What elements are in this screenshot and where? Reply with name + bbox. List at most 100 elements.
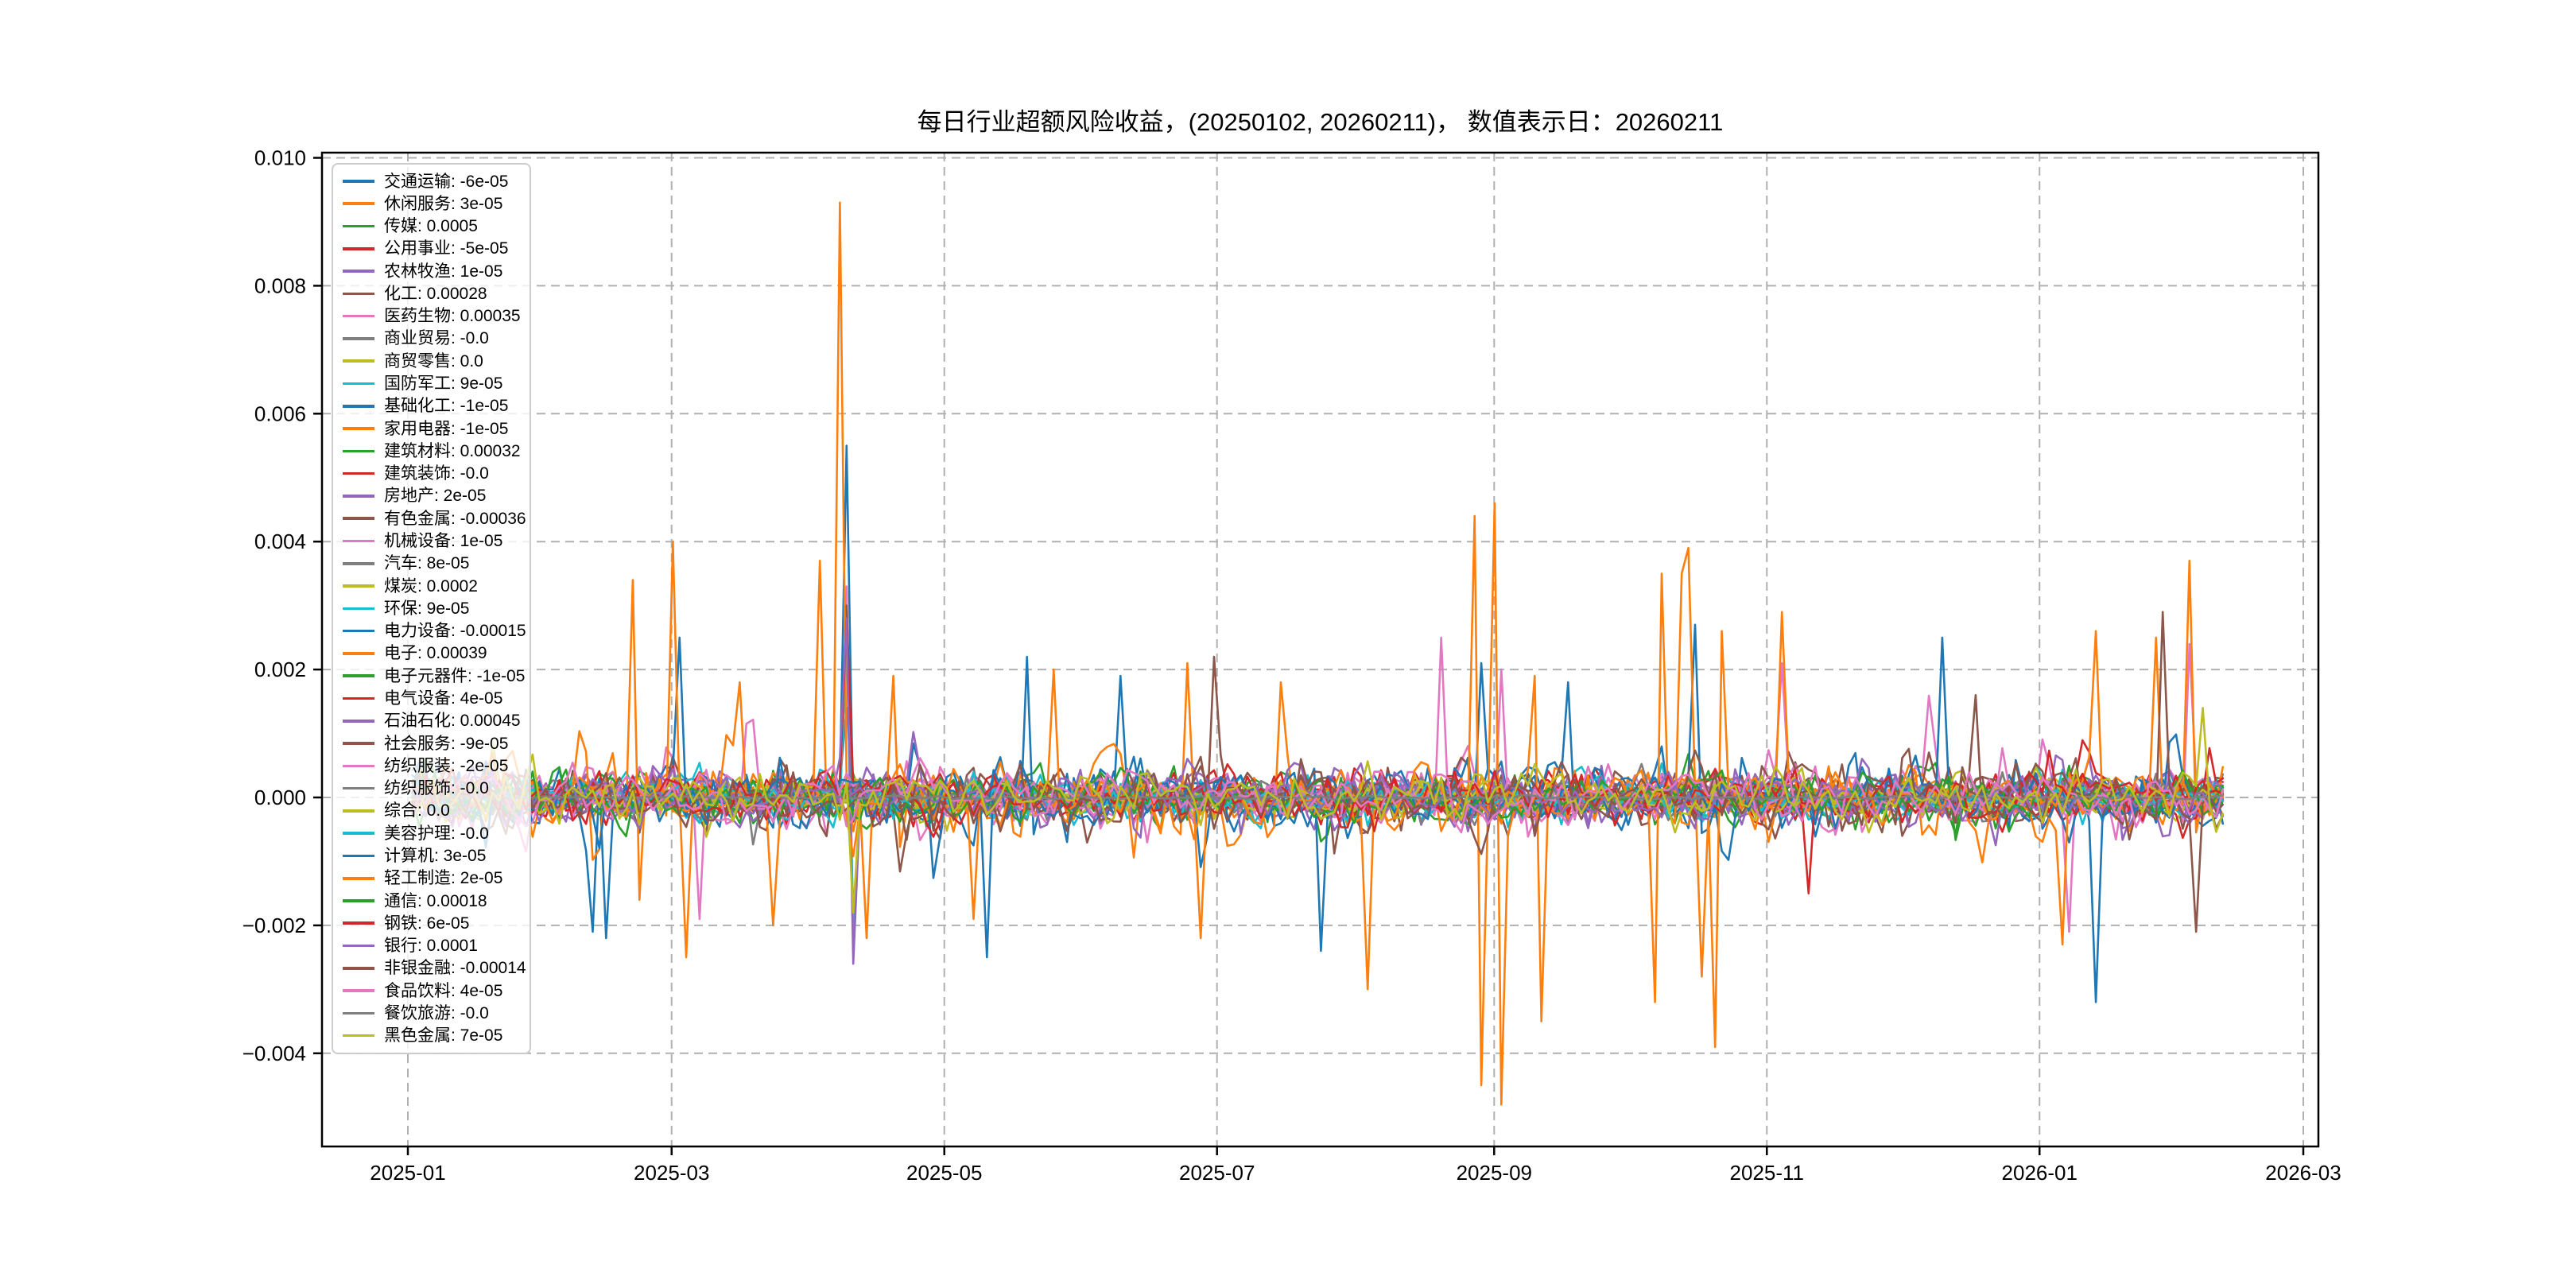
- legend-label: 煤炭: 0.0002: [384, 576, 478, 596]
- legend-line-swatch: [343, 629, 374, 633]
- x-tick-label: 2025-07: [1179, 1161, 1255, 1185]
- legend-item: 计算机: 3e-05: [343, 846, 526, 865]
- legend-label: 传媒: 0.0005: [384, 217, 478, 236]
- legend-item: 轻工制造: 2e-05: [343, 869, 526, 888]
- legend-line-swatch: [343, 561, 374, 565]
- legend-label: 纺织服装: -2e-05: [384, 756, 509, 775]
- legend-line-swatch: [343, 742, 374, 745]
- series-line-20: [411, 444, 2225, 1003]
- legend-line-swatch: [343, 854, 374, 858]
- y-tick-label: 0.006: [254, 402, 306, 425]
- legend-label: 社会服务: -9e-05: [384, 734, 509, 753]
- legend-item: 机械设备: 1e-05: [343, 532, 526, 551]
- legend-line-swatch: [343, 584, 374, 588]
- legend-item: 电子: 0.00039: [343, 644, 526, 663]
- legend-box: 交通运输: -6e-05 休闲服务: 3e-05 传媒: 0.0005 公用事业: -…: [332, 163, 531, 1054]
- y-tick-label: 0.008: [254, 274, 306, 297]
- legend-label: 农林牧渔: 1e-05: [384, 262, 503, 281]
- legend-line-swatch: [343, 809, 374, 813]
- legend-label: 公用事业: -5e-05: [384, 239, 509, 258]
- legend-item: 传媒: 0.0005: [343, 217, 526, 236]
- legend-item: 建筑装饰: -0.0: [343, 464, 526, 483]
- legend-item: 房地产: 2e-05: [343, 487, 526, 506]
- legend-line-swatch: [343, 786, 374, 790]
- legend-line-swatch: [343, 224, 374, 228]
- legend-line-swatch: [343, 652, 374, 655]
- legend-label: 交通运输: -6e-05: [384, 172, 509, 191]
- legend-item: 电力设备: -0.00015: [343, 622, 526, 641]
- legend-line-swatch: [343, 719, 374, 723]
- y-tick-label: 0.000: [254, 786, 306, 809]
- legend-item: 休闲服务: 3e-05: [343, 194, 526, 213]
- legend-item: 食品饮料: 4e-05: [343, 981, 526, 1000]
- legend-line-swatch: [343, 180, 374, 183]
- legend-line-swatch: [343, 944, 374, 948]
- legend-label: 房地产: 2e-05: [384, 487, 487, 506]
- legend-item: 国防军工: 9e-05: [343, 374, 526, 394]
- legend-label: 黑色金属: 7e-05: [384, 1026, 503, 1046]
- legend-line-swatch: [343, 899, 374, 902]
- legend-label: 综合: 0.0: [384, 801, 450, 821]
- legend-item: 交通运输: -6e-05: [343, 172, 526, 191]
- legend-label: 电力设备: -0.00015: [384, 622, 526, 641]
- legend-item: 公用事业: -5e-05: [343, 239, 526, 258]
- legend-label: 美容护理: -0.0: [384, 824, 489, 843]
- legend-line-swatch: [343, 967, 374, 970]
- legend-label: 建筑材料: 0.00032: [384, 441, 521, 460]
- x-tick-label: 2025-03: [634, 1161, 709, 1185]
- legend-label: 环保: 9e-05: [384, 599, 470, 618]
- x-tick-label: 2025-09: [1457, 1161, 1532, 1185]
- y-tick-label: 0.004: [254, 530, 306, 553]
- legend-item: 纺织服饰: -0.0: [343, 779, 526, 798]
- series-line-38: [411, 707, 2225, 914]
- legend-label: 汽车: 8e-05: [384, 554, 470, 573]
- legend-item: 煤炭: 0.0002: [343, 576, 526, 596]
- legend-line-swatch: [343, 696, 374, 700]
- legend-line-swatch: [343, 405, 374, 408]
- legend-item: 非银金融: -0.00014: [343, 959, 526, 978]
- legend-line-swatch: [343, 607, 374, 611]
- legend-item: 电气设备: 4e-05: [343, 689, 526, 708]
- series-line-37: [411, 793, 2225, 801]
- legend-item: 餐饮旅游: -0.0: [343, 1003, 526, 1022]
- legend-label: 轻工制造: 2e-05: [384, 869, 503, 888]
- legend-label: 银行: 0.0001: [384, 937, 478, 956]
- legend-line-swatch: [343, 270, 374, 273]
- series-line-35: [411, 611, 2225, 933]
- legend-line-swatch: [343, 764, 374, 768]
- legend-label: 通信: 0.00018: [384, 891, 487, 910]
- legend-line-swatch: [343, 382, 374, 386]
- legend-label: 石油石化: 0.00045: [384, 712, 521, 731]
- legend-item: 通信: 0.00018: [343, 891, 526, 910]
- legend-item: 医药生物: 0.00035: [343, 307, 526, 326]
- x-tick-label: 2026-01: [2002, 1161, 2077, 1185]
- y-tick-label: −0.002: [242, 914, 306, 937]
- legend-line-swatch: [343, 359, 374, 363]
- y-tick-label: 0.002: [254, 658, 306, 681]
- x-tick-label: 2025-01: [370, 1161, 445, 1185]
- legend-item: 综合: 0.0: [343, 801, 526, 821]
- x-tick-label: 2025-05: [906, 1161, 982, 1185]
- legend-line-swatch: [343, 674, 374, 677]
- legend-label: 商业贸易: -0.0: [384, 329, 489, 348]
- series-line-21: [411, 201, 2225, 1106]
- legend-label: 建筑装饰: -0.0: [384, 464, 489, 483]
- legend-item: 农林牧渔: 1e-05: [343, 262, 526, 281]
- legend-label: 基础化工: -1e-05: [384, 397, 509, 416]
- legend-item: 黑色金属: 7e-05: [343, 1026, 526, 1046]
- legend-line-swatch: [343, 471, 374, 475]
- legend-item: 美容护理: -0.0: [343, 824, 526, 843]
- legend-item: 商贸零售: 0.0: [343, 351, 526, 370]
- legend-item: 钢铁: 6e-05: [343, 914, 526, 933]
- legend-item: 纺织服装: -2e-05: [343, 756, 526, 775]
- legend-line-swatch: [343, 449, 374, 453]
- y-tick-label: −0.004: [242, 1042, 306, 1065]
- legend-label: 医药生物: 0.00035: [384, 307, 521, 326]
- legend-label: 食品饮料: 4e-05: [384, 981, 503, 1000]
- legend-line-swatch: [343, 876, 374, 880]
- x-tick-label: 2025-11: [1730, 1161, 1805, 1185]
- legend-item: 有色金属: -0.00036: [343, 509, 526, 528]
- legend-label: 休闲服务: 3e-05: [384, 194, 503, 213]
